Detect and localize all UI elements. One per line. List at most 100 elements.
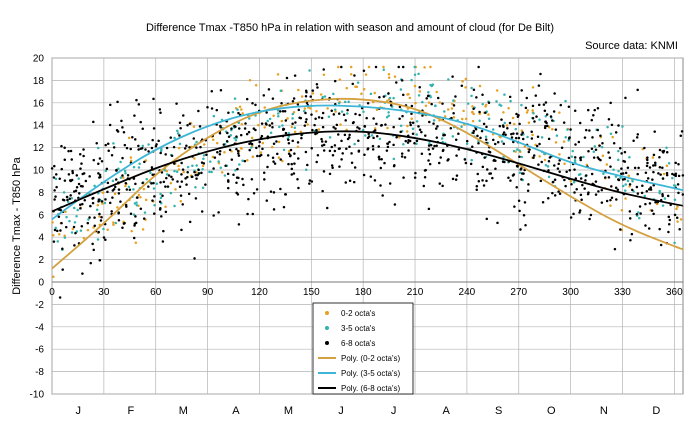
scatter-point <box>139 147 143 150</box>
y-tick-label: -6 <box>35 345 44 356</box>
scatter-point <box>604 176 607 179</box>
scatter-point <box>455 154 458 157</box>
scatter-point <box>280 119 284 123</box>
scatter-point <box>89 261 92 265</box>
scatter-point <box>626 166 630 169</box>
scatter-point <box>234 139 238 142</box>
scatter-point <box>54 226 57 230</box>
scatter-point <box>75 185 79 189</box>
scatter-point <box>600 145 604 149</box>
scatter-point <box>531 109 534 112</box>
scatter-point <box>108 201 112 205</box>
scatter-point <box>263 126 266 129</box>
scatter-point <box>311 89 315 92</box>
scatter-point <box>330 164 334 167</box>
scatter-point <box>487 101 491 105</box>
scatter-point <box>205 153 208 156</box>
scatter-point <box>173 169 176 173</box>
scatter-point <box>420 152 424 155</box>
scatter-point <box>607 176 611 179</box>
scatter-point <box>186 175 189 179</box>
scatter-point <box>564 135 567 139</box>
scatter-point <box>73 244 76 247</box>
scatter-point <box>507 176 510 179</box>
scatter-point <box>461 80 464 83</box>
scatter-point <box>95 208 99 211</box>
y-tick-label: 10 <box>33 166 45 177</box>
scatter-point <box>297 108 301 112</box>
scatter-point <box>219 166 223 169</box>
scatter-point <box>331 166 334 170</box>
scatter-point <box>250 136 254 140</box>
scatter-point <box>382 65 385 69</box>
scatter-point <box>162 229 165 233</box>
scatter-point <box>180 173 183 176</box>
scatter-point <box>246 159 249 162</box>
scatter-point <box>427 101 431 104</box>
scatter-point <box>350 161 354 165</box>
scatter-point <box>109 103 112 107</box>
scatter-point <box>401 114 404 118</box>
scatter-point <box>134 215 137 218</box>
scatter-point <box>271 97 275 100</box>
scatter-point <box>414 171 417 175</box>
scatter-point <box>639 212 642 215</box>
scatter-point <box>432 122 435 125</box>
scatter-point <box>358 127 361 130</box>
scatter-point <box>165 146 169 150</box>
scatter-point <box>531 104 535 108</box>
scatter-point <box>418 128 422 132</box>
scatter-point <box>598 144 601 147</box>
scatter-point <box>169 191 173 195</box>
scatter-point <box>411 121 415 124</box>
scatter-point <box>93 216 96 219</box>
scatter-point <box>265 199 269 202</box>
scatter-point <box>198 125 202 128</box>
scatter-point <box>265 111 268 114</box>
scatter-point <box>152 97 155 101</box>
scatter-point <box>388 96 392 100</box>
scatter-point <box>181 168 185 171</box>
scatter-point <box>194 197 198 200</box>
scatter-point <box>551 180 555 184</box>
scatter-point <box>93 184 96 188</box>
scatter-point <box>663 197 667 200</box>
scatter-point <box>218 152 222 156</box>
scatter-point <box>580 198 583 202</box>
scatter-point <box>283 110 287 113</box>
scatter-point <box>518 171 522 175</box>
scatter-point <box>96 146 100 150</box>
scatter-point <box>472 112 475 116</box>
scatter-point <box>676 183 680 186</box>
scatter-point <box>624 96 627 100</box>
scatter-point <box>251 155 255 158</box>
scatter-point <box>332 125 335 129</box>
trend-line <box>51 130 684 213</box>
scatter-point <box>86 228 90 232</box>
scatter-point <box>137 166 141 169</box>
scatter-point <box>564 99 567 103</box>
scatter-point <box>276 73 280 76</box>
scatter-point <box>122 222 126 225</box>
scatter-point <box>319 93 323 96</box>
scatter-point <box>518 209 521 213</box>
scatter-point <box>379 166 383 170</box>
scatter-point <box>524 224 527 227</box>
scatter-point <box>115 128 119 132</box>
scatter-point <box>82 148 85 151</box>
scatter-point <box>272 208 276 211</box>
scatter-point <box>60 221 63 225</box>
x-tick-label: 180 <box>355 287 372 298</box>
scatter-point <box>648 202 652 205</box>
scatter-point <box>399 124 403 128</box>
scatter-point <box>93 224 97 228</box>
scatter-point <box>147 185 150 188</box>
scatter-point <box>452 104 456 107</box>
scatter-point <box>218 150 222 153</box>
scatter-point <box>162 180 166 184</box>
scatter-point <box>104 143 107 147</box>
scatter-point <box>665 173 669 177</box>
scatter-point <box>512 149 516 153</box>
scatter-point <box>362 173 366 177</box>
scatter-point <box>521 131 524 134</box>
